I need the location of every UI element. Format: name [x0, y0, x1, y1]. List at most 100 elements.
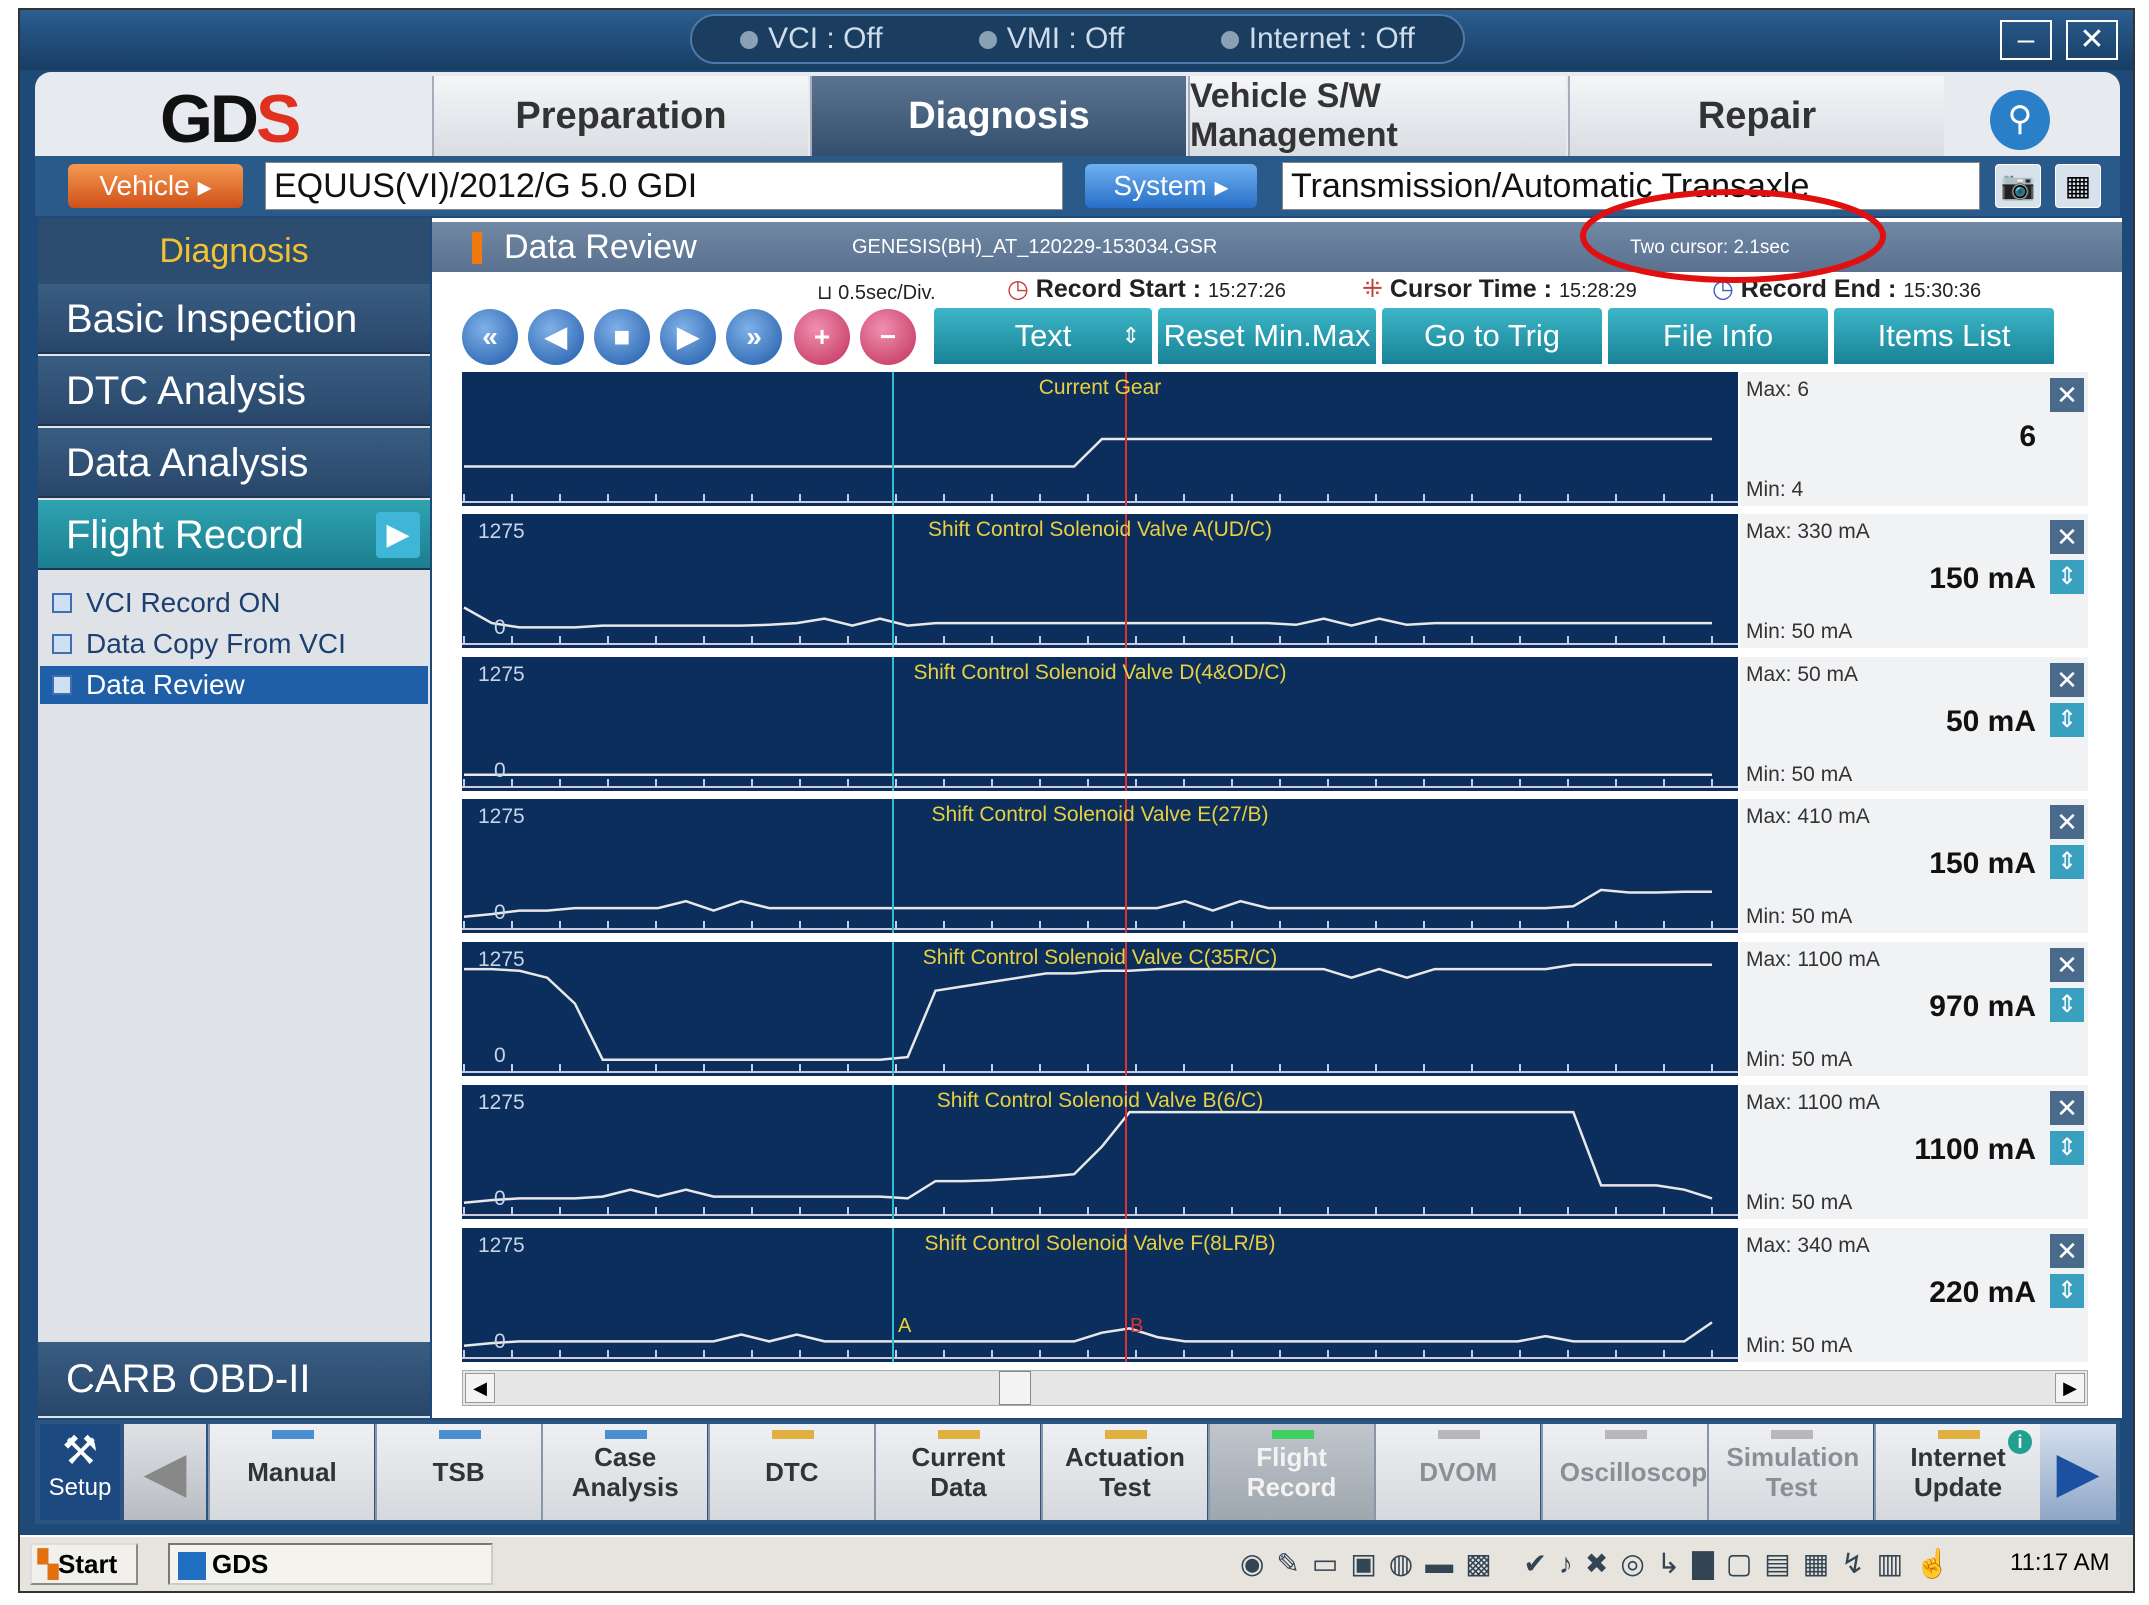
signal-trace: [463, 888, 1712, 918]
zoom-in-button[interactable]: +: [794, 309, 850, 365]
layout-icon[interactable]: ▦: [2055, 164, 2101, 208]
remove-icon[interactable]: ✕: [2050, 1091, 2084, 1125]
bottom-button-manual[interactable]: Manual: [208, 1424, 374, 1520]
graph-panel[interactable]: 1275 0 Shift Control Solenoid Valve A(UD/C…: [462, 514, 1738, 648]
step-back-button[interactable]: ◀: [528, 309, 584, 365]
move-updown-icon[interactable]: ⇕: [2050, 1274, 2084, 1308]
camera-icon[interactable]: 📷: [1995, 164, 2041, 208]
signal-trace: [463, 1110, 1713, 1204]
tray-icons[interactable]: ◉✎▭▣◍▬▩ ✔♪✖◎↳▇▢▤▦↯▥☝: [1240, 1548, 1962, 1579]
bottom-button-internet-update[interactable]: Internet Update i: [1874, 1424, 2040, 1520]
play-button[interactable]: ▶: [660, 309, 716, 365]
vehicle-field[interactable]: EQUUS(VI)/2012/G 5.0 GDI: [265, 162, 1063, 210]
zoom-out-button[interactable]: −: [860, 309, 916, 365]
bottom-button-dtc[interactable]: DTC: [707, 1424, 874, 1520]
tab-vehicle-sw-management[interactable]: Vehicle S/W Management: [1188, 76, 1566, 156]
bottom-button-dvom[interactable]: DVOM: [1374, 1424, 1541, 1520]
remove-icon[interactable]: ✕: [2050, 1234, 2084, 1268]
bottom-button-actuation-test[interactable]: Actuation Test: [1041, 1424, 1207, 1520]
indicator-bar: [1771, 1430, 1814, 1439]
tab-preparation[interactable]: Preparation: [432, 76, 808, 156]
current-value: 150 mA: [1929, 847, 2036, 880]
move-updown-icon[interactable]: ⇕: [2050, 560, 2084, 594]
crosshair-icon: ⁜: [1362, 275, 1383, 303]
sidebar-item-flight-record[interactable]: Flight Record ▶: [38, 500, 430, 570]
move-updown-icon[interactable]: ⇕: [2050, 1131, 2084, 1165]
cursor-time: ⁜ Cursor Time : 15:28:29: [1362, 275, 1637, 303]
scroll-right-arrow-icon[interactable]: ▶: [2040, 1424, 2116, 1520]
system-field[interactable]: Transmission/Automatic Transaxle: [1282, 162, 1980, 210]
scroll-left-arrow-icon[interactable]: ◀: [124, 1424, 206, 1520]
go-to-trig-button[interactable]: Go to Trig: [1382, 308, 1602, 364]
series-name: Shift Control Solenoid Valve D(4&OD/C): [913, 661, 1287, 684]
scroll-thumb[interactable]: [999, 1371, 1031, 1405]
vci-status: VCI : Off: [740, 22, 883, 56]
scroll-left-icon[interactable]: ◀: [465, 1373, 495, 1403]
move-updown-icon[interactable]: ⇕: [2050, 988, 2084, 1022]
bottom-button-simulation-test[interactable]: Simulation Test: [1707, 1424, 1874, 1520]
move-updown-icon[interactable]: ⇕: [2050, 703, 2084, 737]
max-value: Max: 50 mA: [1746, 663, 1859, 686]
bottom-button-case-analysis[interactable]: Case Analysis: [541, 1424, 708, 1520]
system-button[interactable]: System ▸: [1085, 164, 1257, 208]
graph-panel[interactable]: 1275 0 Shift Control Solenoid Valve C(35R/…: [462, 942, 1738, 1076]
remove-icon[interactable]: ✕: [2050, 948, 2084, 982]
taskbar-app-gds[interactable]: GDS: [168, 1543, 493, 1585]
status-dot-icon: [1220, 31, 1239, 50]
signal-trace: [464, 437, 1712, 468]
start-button[interactable]: ▚Start: [30, 1543, 138, 1585]
subitem-data-review[interactable]: Data Review: [40, 666, 428, 704]
text-mode-select[interactable]: Text ⇕: [934, 308, 1152, 364]
graph-panel[interactable]: 1275 0 Shift Control Solenoid Valve D(4&OD…: [462, 657, 1738, 791]
reset-min-max-button[interactable]: Reset Min.Max: [1158, 308, 1376, 364]
bottom-button-current-data[interactable]: Current Data: [874, 1424, 1041, 1520]
search-icon[interactable]: ⚲: [1990, 90, 2050, 150]
tab-repair[interactable]: Repair: [1568, 76, 1944, 156]
indicator-bar: [1105, 1430, 1147, 1439]
graph-panel[interactable]: A B 1275 0 Shift Control Solenoid Valve F(8L…: [462, 1228, 1738, 1362]
y-min-label: 0: [494, 616, 506, 639]
graph-panel[interactable]: 1275 0 Shift Control Solenoid Valve E(27/B…: [462, 799, 1738, 933]
gds-app-icon: [178, 1552, 206, 1581]
vehicle-button[interactable]: Vehicle ▸: [68, 164, 243, 208]
bottom-button-flight-record[interactable]: Flight Record: [1207, 1424, 1374, 1520]
max-value: Max: 410 mA: [1746, 805, 1870, 828]
value-panel: Max: 1100 mA 1100 mA Min: 50 mA ✕ ⇕: [1740, 1085, 2088, 1219]
minimize-button[interactable]: –: [2000, 20, 2052, 60]
file-info-button[interactable]: File Info: [1608, 308, 1828, 364]
scroll-right-icon[interactable]: ▶: [2055, 1373, 2085, 1403]
sidebar-item-carb-obd[interactable]: CARB OBD-II: [38, 1342, 430, 1416]
sidebar-item-basic-inspection[interactable]: Basic Inspection: [38, 284, 430, 354]
sidebar-item-data-analysis[interactable]: Data Analysis: [38, 428, 430, 498]
max-value: Max: 1100 mA: [1746, 948, 1880, 971]
move-updown-icon[interactable]: ⇕: [2050, 845, 2084, 879]
stop-button[interactable]: ■: [594, 309, 650, 365]
cursor-interval: Two cursor: 2.1sec: [1630, 237, 1790, 258]
current-value: 6: [2019, 420, 2036, 453]
y-max-label: 1275: [478, 1091, 525, 1114]
fast-forward-button[interactable]: »: [726, 309, 782, 365]
cursor-a-label: A: [898, 1315, 912, 1337]
subitem-data-copy[interactable]: Data Copy From VCI: [40, 625, 428, 663]
graph-panel[interactable]: Current Gear: [462, 372, 1738, 506]
sidebar-item-dtc-analysis[interactable]: DTC Analysis: [38, 356, 430, 426]
remove-icon[interactable]: ✕: [2050, 378, 2084, 412]
file-name: GENESIS(BH)_AT_120229-153034.GSR: [852, 236, 1218, 258]
subitem-vci-record-on[interactable]: VCI Record ON: [40, 584, 428, 622]
remove-icon[interactable]: ✕: [2050, 663, 2084, 697]
graph-panel[interactable]: 1275 0 Shift Control Solenoid Valve B(6/C): [462, 1085, 1738, 1219]
bottom-button-oscilloscope[interactable]: Oscilloscope: [1540, 1424, 1722, 1520]
remove-icon[interactable]: ✕: [2050, 805, 2084, 839]
min-value: Min: 50 mA: [1746, 1048, 1853, 1071]
tab-diagnosis[interactable]: Diagnosis: [810, 76, 1186, 156]
indicator-bar: [938, 1430, 981, 1439]
remove-icon[interactable]: ✕: [2050, 520, 2084, 554]
items-list-button[interactable]: Items List: [1834, 308, 2054, 364]
setup-button[interactable]: ⚒ Setup: [40, 1424, 120, 1520]
horizontal-scrollbar[interactable]: ◀ ▶: [462, 1370, 2088, 1406]
rewind-button[interactable]: «: [462, 309, 518, 365]
status-dot-icon: [740, 31, 759, 50]
bottom-button-tsb[interactable]: TSB: [374, 1424, 541, 1520]
close-button[interactable]: ✕: [2066, 20, 2118, 60]
clock: 11:17 AM: [2010, 1549, 2110, 1576]
